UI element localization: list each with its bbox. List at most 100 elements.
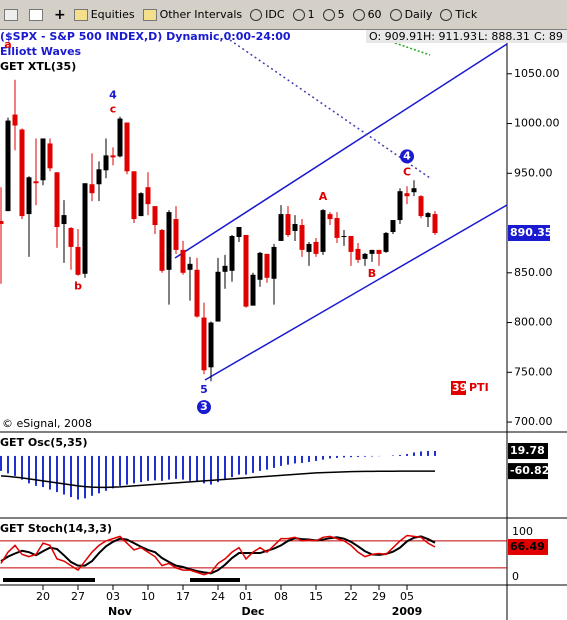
candle-body [5, 120, 11, 212]
value-label: 66.49 [510, 540, 545, 553]
x-tick-label: 20 [36, 590, 50, 603]
candle-body [103, 155, 109, 171]
candle-body [40, 138, 46, 181]
candle-body [82, 183, 88, 274]
candle-body [369, 249, 375, 254]
candle-body [243, 234, 249, 307]
candle-body [250, 274, 256, 306]
candle-body [208, 322, 214, 368]
candle-body [292, 224, 298, 231]
idc-option[interactable]: IDC [250, 8, 285, 21]
candle-body [96, 169, 102, 185]
wave-label: B [368, 267, 376, 280]
wave-label: b [74, 280, 82, 293]
x-tick-label: 03 [106, 590, 120, 603]
quote-open: O: 909.91 [369, 30, 423, 43]
candle-body [313, 241, 319, 254]
candle-body [19, 129, 25, 217]
y-tick-label: 950.00 [514, 166, 553, 179]
candle-body [152, 206, 158, 226]
candle-body [271, 246, 277, 279]
option-label: 1 [307, 8, 315, 21]
wave-label: 3 [200, 400, 208, 413]
panel-title: GET Stoch(14,3,3) [0, 522, 112, 535]
equities-menu[interactable]: Equities [73, 8, 135, 21]
candle-body [145, 187, 151, 205]
watermark: © eSignal, 2008 [2, 417, 92, 430]
candle-body [187, 263, 193, 270]
wave-label: A [319, 190, 328, 203]
interval-60[interactable]: 60 [352, 8, 382, 21]
x-tick-label: 08 [274, 590, 288, 603]
wave-label: c [110, 103, 117, 116]
study-label: Elliott Waves [0, 45, 82, 58]
month-label: Nov [108, 605, 133, 618]
interval-daily[interactable]: Daily [389, 8, 433, 21]
wave-label: 4 [109, 89, 117, 102]
add-button[interactable]: + [54, 6, 66, 23]
wave-label: a [4, 38, 11, 51]
candle-body [236, 227, 242, 237]
candle-body [75, 246, 81, 275]
option-label: Daily [404, 8, 433, 21]
print-button[interactable] [4, 8, 21, 21]
candle-body [278, 214, 284, 241]
x-tick-label: 17 [176, 590, 190, 603]
candle-body [397, 191, 403, 221]
x-tick-label: 01 [239, 590, 253, 603]
candle-body [124, 122, 130, 172]
y-tick-label: 0 [512, 570, 519, 583]
candle-body [376, 249, 382, 254]
candle-body [390, 220, 396, 232]
candle-body [173, 219, 179, 250]
candle-body [47, 143, 53, 169]
y-tick-label: 100 [512, 525, 533, 538]
quote-close: C: 89 [534, 30, 563, 43]
value-box [508, 443, 548, 460]
x-tick-label: 10 [141, 590, 155, 603]
interval-5[interactable]: 5 [322, 8, 345, 21]
value-box [508, 538, 548, 555]
value-label: 19.78 [510, 444, 545, 457]
pti-box [451, 381, 466, 395]
y-tick-label: 1000.00 [514, 117, 560, 130]
candle-body [89, 184, 95, 194]
candle-body [355, 248, 361, 260]
candle-body [117, 118, 123, 157]
value-box [508, 463, 548, 480]
month-label: Dec [241, 605, 264, 618]
x-tick-label: 29 [372, 590, 386, 603]
dashed-trendline [229, 39, 431, 179]
candle-body [383, 232, 389, 252]
menu-label: Other Intervals [159, 8, 243, 21]
option-label: IDC [265, 8, 285, 21]
candle-body [33, 181, 39, 184]
candle-body [68, 228, 74, 247]
wave-circle [400, 149, 414, 164]
menu-label: Equities [90, 8, 135, 21]
intervals-menu[interactable]: Other Intervals [142, 8, 243, 21]
candle-body [264, 253, 270, 278]
candle-body [194, 269, 200, 317]
candle-body [306, 243, 312, 252]
y-tick-label: 800.00 [514, 316, 553, 329]
month-label: 2009 [392, 605, 423, 618]
y-tick-label: 850.00 [514, 266, 553, 279]
y-tick-label: 750.00 [514, 365, 553, 378]
quote-box [366, 30, 567, 43]
interval-tick[interactable]: Tick [440, 8, 477, 21]
candle-body [320, 210, 326, 252]
candle-body [61, 215, 67, 225]
interval-1[interactable]: 1 [292, 8, 315, 21]
candle-body [215, 271, 221, 322]
candle-body [12, 114, 18, 126]
wave-label: 4 [403, 149, 411, 162]
pti-value: 39 [452, 381, 467, 394]
check-button[interactable] [29, 8, 46, 21]
candle-body [411, 188, 417, 193]
osc-signal [0, 470, 436, 489]
candle-body [159, 230, 165, 271]
x-tick-label: 22 [344, 590, 358, 603]
session-bar [3, 578, 95, 582]
